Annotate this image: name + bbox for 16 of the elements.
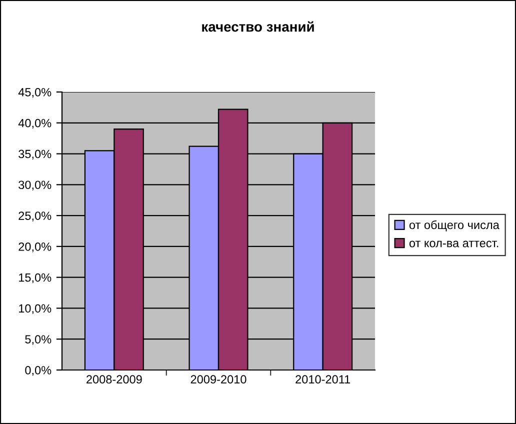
legend-label: от кол-ва аттест. <box>409 240 498 248</box>
y-tick-label: 25,0% <box>18 212 52 222</box>
y-tick-label: 15,0% <box>19 273 52 284</box>
legend-label: от общего числа <box>409 220 500 232</box>
y-tick-label: 40,0% <box>18 118 52 129</box>
x-tick-label: 2008-2009 <box>86 375 142 384</box>
y-tick-label: 10,0% <box>19 304 52 314</box>
x-tick-label: 2010-2011 <box>296 375 350 384</box>
y-tick-label: 0,0% <box>25 366 52 376</box>
y-tick-label: 20,0% <box>18 242 52 252</box>
y-tick-label: 5,0% <box>25 335 52 345</box>
y-tick-label: 45,0% <box>18 88 52 98</box>
chart-title: качество знаний <box>202 21 314 32</box>
y-tick-label: 30,0% <box>18 180 52 190</box>
x-tick-label: 2009-2010 <box>190 375 246 384</box>
y-tick-label: 35,0% <box>18 150 52 160</box>
